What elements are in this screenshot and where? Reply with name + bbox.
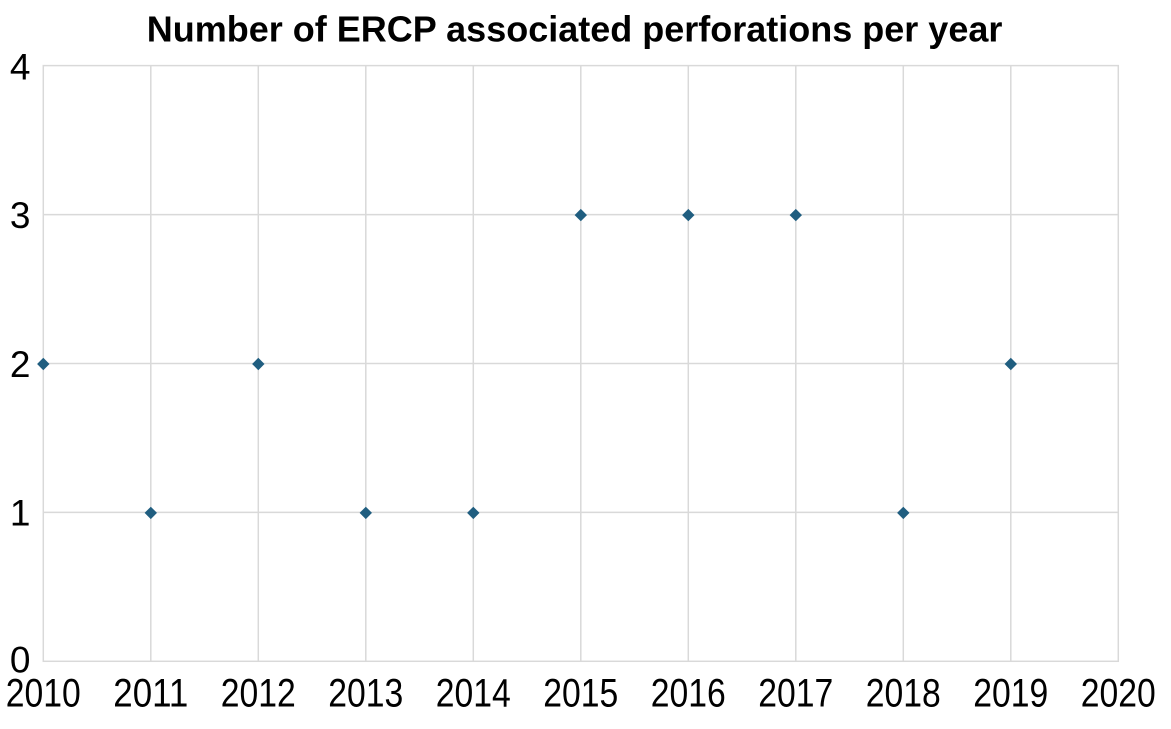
svg-text:2: 2 bbox=[10, 344, 31, 385]
svg-text:2017: 2017 bbox=[758, 672, 833, 716]
svg-text:Number of ERCP associated perf: Number of ERCP associated perforations p… bbox=[147, 8, 1003, 49]
svg-text:1: 1 bbox=[10, 492, 31, 533]
svg-text:2018: 2018 bbox=[866, 672, 941, 716]
svg-text:3: 3 bbox=[10, 195, 31, 236]
svg-text:2013: 2013 bbox=[328, 672, 403, 716]
svg-text:2014: 2014 bbox=[436, 672, 511, 716]
svg-text:2011: 2011 bbox=[113, 672, 188, 716]
svg-text:2010: 2010 bbox=[6, 672, 81, 716]
svg-text:2016: 2016 bbox=[651, 672, 726, 716]
svg-text:0: 0 bbox=[10, 639, 31, 680]
svg-text:2020: 2020 bbox=[1081, 672, 1156, 716]
svg-text:2012: 2012 bbox=[221, 672, 296, 716]
svg-text:4: 4 bbox=[10, 46, 31, 87]
svg-text:2019: 2019 bbox=[973, 672, 1048, 716]
svg-text:2015: 2015 bbox=[543, 672, 618, 716]
